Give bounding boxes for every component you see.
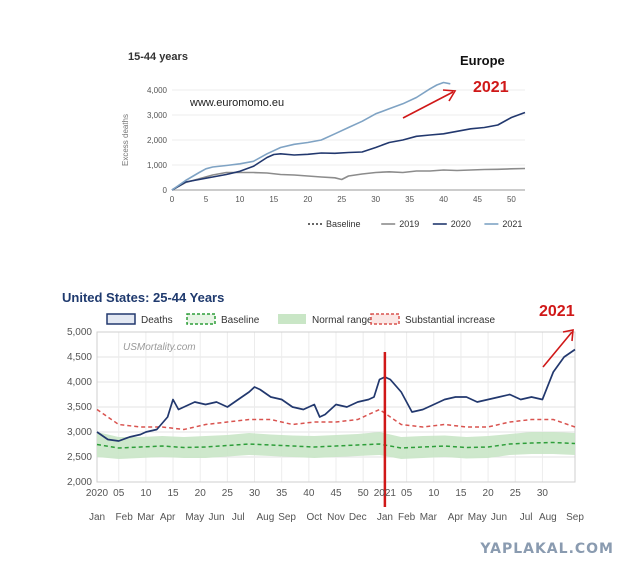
- europe-legend-label: 2020: [451, 219, 471, 229]
- us-week-tick-label: 10: [428, 488, 440, 499]
- europe-x-tick-label: 35: [405, 195, 414, 204]
- us-annotation: 2021: [539, 303, 575, 320]
- europe-x-tick-label: 30: [371, 195, 380, 204]
- us-week-tick-label: 20: [195, 488, 207, 499]
- us-week-tick-label: 35: [276, 488, 288, 499]
- us-annotation-arrowhead: [562, 329, 574, 342]
- us-plot-frame: [96, 331, 576, 483]
- europe-x-tick-label: 20: [303, 195, 312, 204]
- us-month-tick-label: Nov: [327, 512, 345, 523]
- us-month-tick-label: Apr: [160, 512, 176, 523]
- us-week-tick-label: 15: [167, 488, 179, 499]
- us-month-tick-label: Feb: [398, 512, 416, 523]
- us-month-tick-label: Aug: [256, 512, 274, 523]
- us-week-tick-label: 10: [140, 488, 152, 499]
- europe-x-tick-label: 5: [204, 195, 209, 204]
- europe-chart-title: 15-44 years: [128, 51, 188, 63]
- us-y-tick-label: 5,000: [67, 327, 92, 338]
- us-week-tick-label: 30: [249, 488, 261, 499]
- us-week-tick-label: 15: [455, 488, 467, 499]
- europe-x-tick-label: 0: [170, 195, 175, 204]
- us-legend-swatch-normal-range: [278, 314, 306, 324]
- us-y-tick-label: 3,000: [67, 427, 92, 438]
- us-month-tick-label: Aug: [539, 512, 557, 523]
- us-month-tick-label: Mar: [137, 512, 155, 523]
- us-legend-label: Deaths: [141, 315, 173, 326]
- europe-annotation-arrow: [402, 91, 454, 119]
- europe-annotation: 2021: [473, 79, 509, 96]
- europe-annotation-arrowhead: [442, 89, 457, 102]
- us-y-tick-label: 4,000: [67, 377, 92, 388]
- us-month-tick-label: Dec: [349, 512, 367, 523]
- us-annotation-arrow: [542, 331, 573, 368]
- us-chart-title: United States: 25-44 Years: [62, 290, 224, 305]
- europe-x-tick-label: 15: [269, 195, 278, 204]
- us-week-tick-label: 05: [401, 488, 413, 499]
- us-month-tick-label: Jun: [208, 512, 224, 523]
- us-chart: United States: 25-44 Years Deaths Baseline…: [55, 282, 595, 532]
- us-week-tick-label: 30: [537, 488, 549, 499]
- europe-series-2021: [171, 81, 451, 191]
- us-month-tick-label: Jan: [377, 512, 393, 523]
- europe-legend-label: 2019: [399, 219, 419, 229]
- us-legend-swatch-substantial: [370, 313, 400, 325]
- us-month-tick-label: Jan: [89, 512, 105, 523]
- us-series-baseline: [96, 441, 576, 449]
- us-month-tick-label: Apr: [448, 512, 464, 523]
- us-month-tick-label: May: [185, 512, 204, 523]
- us-legend-label: Substantial increase: [405, 315, 495, 326]
- europe-legend-label: Baseline: [326, 219, 361, 229]
- europe-chart: 15-44 years Europe www.euromomo.eu Excess d…: [110, 40, 540, 240]
- us-legend-swatch-deaths: [106, 313, 136, 325]
- europe-x-tick-label: 10: [235, 195, 244, 204]
- us-month-tick-label: Jul: [520, 512, 533, 523]
- us-week-tick-label: 05: [113, 488, 125, 499]
- us-source-label: USMortality.com: [123, 342, 196, 353]
- us-y-tick-label: 4,500: [67, 352, 92, 363]
- us-week-tick-label: 40: [303, 488, 315, 499]
- europe-y-tick-label: 2,000: [147, 136, 168, 145]
- us-legend-label: Baseline: [221, 315, 260, 326]
- us-month-tick-label: Mar: [420, 512, 438, 523]
- us-week-tick-label: 2020: [86, 488, 109, 499]
- europe-x-tick-label: 40: [439, 195, 448, 204]
- europe-chart-svg: 15-44 years Europe www.euromomo.eu Excess d…: [121, 51, 526, 229]
- us-legend-swatch-baseline: [186, 313, 216, 325]
- europe-y-tick-label: 1,000: [147, 161, 168, 170]
- us-week-tick-label: 25: [222, 488, 234, 499]
- us-y-tick-label: 2,500: [67, 452, 92, 463]
- europe-series-2020: [171, 111, 526, 191]
- us-month-tick-label: Jul: [232, 512, 245, 523]
- us-legend-label: Normal range: [312, 315, 373, 326]
- us-month-tick-label: Feb: [116, 512, 134, 523]
- europe-y-tick-label: 4,000: [147, 86, 168, 95]
- us-week-tick-label: 50: [358, 488, 370, 499]
- europe-y-tick-label: 0: [163, 186, 168, 195]
- europe-series-2019: [171, 167, 526, 191]
- europe-region-label: Europe: [460, 53, 505, 68]
- us-series-deaths: [96, 348, 576, 442]
- us-week-tick-label: 45: [330, 488, 342, 499]
- us-month-tick-label: Jun: [491, 512, 507, 523]
- europe-legend-label: 2021: [502, 219, 522, 229]
- us-month-tick-label: Oct: [306, 512, 322, 523]
- us-month-tick-label: Sep: [566, 512, 584, 523]
- us-chart-svg: United States: 25-44 Years Deaths Baseline…: [62, 290, 584, 523]
- us-month-tick-label: May: [468, 512, 487, 523]
- us-month-tick-label: Sep: [278, 512, 296, 523]
- us-y-tick-label: 2,000: [67, 477, 92, 488]
- europe-y-tick-label: 3,000: [147, 111, 168, 120]
- europe-source-label: www.euromomo.eu: [189, 97, 284, 109]
- us-week-tick-label: 25: [510, 488, 522, 499]
- europe-x-tick-label: 25: [337, 195, 346, 204]
- europe-y-axis-label: Excess deaths: [121, 114, 130, 166]
- us-series-substantial-increase: [96, 408, 576, 431]
- europe-x-tick-label: 45: [473, 195, 482, 204]
- europe-x-tick-label: 50: [507, 195, 516, 204]
- us-week-tick-label: 2021: [374, 488, 397, 499]
- watermark: YAPLAKAL.COM: [480, 541, 614, 557]
- us-y-tick-label: 3,500: [67, 402, 92, 413]
- us-week-tick-label: 20: [483, 488, 495, 499]
